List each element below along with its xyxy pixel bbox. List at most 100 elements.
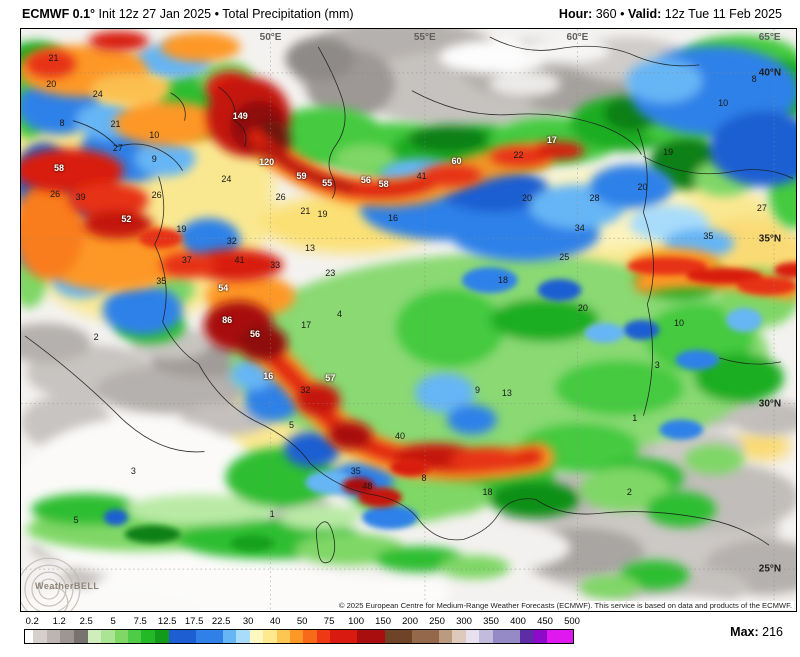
legend-color-segment — [316, 630, 331, 643]
legend-color-segment — [438, 630, 453, 643]
precip-value: 20 — [522, 193, 533, 204]
valid-value: 12z Tue 11 Feb 2025 — [664, 7, 782, 21]
lon-label: 65°E — [758, 32, 781, 43]
graticule — [21, 29, 796, 611]
max-label: Max: — [730, 625, 759, 639]
precip-value: 54 — [218, 282, 229, 293]
legend-tick-labels: 0.2 1.2 2.5 5 7.5 12.5 17.5 22.5 30 40 50 75 100 150 2… — [24, 616, 580, 628]
legend-tick: 30 — [242, 616, 254, 627]
precip-value: 10 — [673, 317, 684, 328]
legend-color-segment — [492, 630, 520, 643]
precip-value: 19 — [663, 146, 674, 157]
precip-value: 13 — [305, 243, 316, 254]
precip-value: 3 — [654, 359, 660, 370]
precip-value: 26 — [275, 192, 286, 203]
product-name: Total Precipitation (mm) — [222, 7, 354, 21]
lon-label: 50°E — [259, 32, 282, 43]
country-borders — [24, 36, 794, 564]
precip-value: 2 — [626, 486, 632, 497]
legend-color-segment — [236, 630, 250, 643]
legend-tick: 12.5 — [157, 616, 177, 627]
precip-value: 35 — [350, 466, 361, 477]
precip-value: 25 — [559, 252, 570, 263]
hour-label: Hour: — [558, 7, 593, 21]
legend-color-segment — [276, 630, 291, 643]
legend-color-segment — [25, 630, 34, 643]
legend-color-segment — [141, 630, 155, 643]
legend-color-segment — [411, 630, 439, 643]
legend-color-segment — [168, 630, 196, 643]
precip-value: 26 — [151, 190, 162, 201]
legend-tick: 40 — [269, 616, 281, 627]
precip-value: 60 — [451, 155, 462, 166]
legend-tick: 2.5 — [79, 616, 93, 627]
legend-color-segment — [87, 630, 102, 643]
precip-value: 27 — [112, 143, 123, 154]
legend-color-segment — [249, 630, 264, 643]
legend-color-segment — [263, 630, 277, 643]
legend-tick: 500 — [564, 616, 580, 627]
legend-color-segment — [73, 630, 88, 643]
precip-value: 8 — [421, 472, 427, 483]
precip-value: 48 — [362, 481, 373, 492]
legend-color-segment — [154, 630, 169, 643]
legend-tick: 50 — [296, 616, 308, 627]
precip-value: 19 — [176, 224, 187, 235]
legend-color-segment — [546, 630, 573, 643]
precip-value: 5 — [288, 419, 294, 430]
precip-value: 16 — [387, 213, 399, 224]
legend: 0.2 1.2 2.5 5 7.5 12.5 17.5 22.5 30 40 50 75 100 150 2… — [0, 612, 800, 657]
precip-value: 2 — [93, 331, 99, 342]
precip-value: 120 — [259, 156, 275, 167]
precip-value: 37 — [181, 255, 192, 266]
precip-value: 1 — [269, 509, 275, 520]
legend-tick: 150 — [375, 616, 391, 627]
precip-value: 19 — [317, 209, 328, 220]
watermark-text: WeatherBELL — [35, 581, 100, 591]
precip-value: 22 — [513, 149, 524, 160]
legend-tick: 7.5 — [133, 616, 147, 627]
precip-value: 35 — [156, 276, 167, 286]
precip-value: 3 — [130, 465, 136, 476]
legend-color-segment — [222, 630, 237, 643]
precip-value: 1 — [632, 412, 638, 423]
hour-value: 360 — [595, 7, 617, 21]
precip-value: 5 — [73, 515, 79, 526]
precip-value: 39 — [75, 191, 86, 202]
legend-color-segment — [465, 630, 480, 643]
precip-value: 86 — [222, 315, 233, 325]
precip-value: 33 — [270, 260, 281, 271]
lon-label: 55°E — [413, 32, 436, 43]
legend-tick: 22.5 — [211, 616, 231, 627]
precip-value: 21 — [110, 118, 121, 129]
precip-value: 32 — [226, 236, 237, 247]
precip-value: 52 — [121, 214, 132, 225]
legend-color-segment — [60, 630, 74, 643]
legend-tick: 450 — [537, 616, 553, 627]
precip-field — [21, 29, 796, 611]
precip-value: 149 — [232, 110, 248, 121]
precip-value: 58 — [378, 179, 389, 190]
legend-color-segment — [290, 630, 304, 643]
precip-value: 10 — [718, 98, 729, 109]
lat-label: 35°N — [758, 233, 782, 245]
precip-value: 41 — [416, 170, 427, 181]
legend-color-segment — [195, 630, 223, 643]
precip-value: 20 — [46, 78, 57, 89]
precip-value: 32 — [300, 384, 311, 395]
max-number: 216 — [762, 625, 783, 639]
precip-value: 34 — [574, 223, 585, 234]
precip-value: 18 — [498, 275, 509, 286]
precip-value: 55 — [322, 177, 333, 188]
legend-color-segment — [101, 630, 115, 643]
precip-value: 59 — [296, 170, 307, 181]
init-time: Init 12z 27 Jan 2025 — [98, 7, 212, 21]
legend-color-segment — [519, 630, 534, 643]
legend-color-segment — [452, 630, 466, 643]
precip-value: 10 — [149, 129, 160, 140]
legend-tick: 400 — [510, 616, 526, 627]
legend-tick: 1.2 — [52, 616, 66, 627]
precip-value: 20 — [577, 302, 588, 313]
precip-value: 9 — [474, 384, 480, 395]
legend-color-segment — [533, 630, 547, 643]
